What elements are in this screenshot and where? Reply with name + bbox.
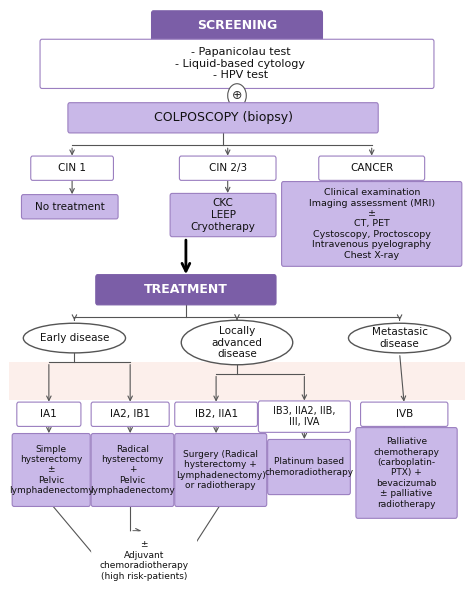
Text: IB3, IIA2, IIB,
III, IVA: IB3, IIA2, IIB, III, IVA [273, 406, 336, 428]
Text: ⊕: ⊕ [232, 89, 242, 102]
Text: Early disease: Early disease [40, 333, 109, 343]
FancyBboxPatch shape [31, 156, 113, 180]
Text: Locally
advanced
disease: Locally advanced disease [211, 326, 263, 359]
Text: ±
Adjuvant
chemoradiotherapy
(high risk-patients): ± Adjuvant chemoradiotherapy (high risk-… [100, 540, 189, 581]
Text: No treatment: No treatment [35, 201, 105, 212]
Text: Platinum based
chemoradiotherapy: Platinum based chemoradiotherapy [264, 457, 354, 477]
FancyBboxPatch shape [21, 195, 118, 219]
FancyBboxPatch shape [91, 402, 169, 427]
FancyBboxPatch shape [91, 531, 197, 589]
FancyBboxPatch shape [9, 362, 465, 401]
FancyBboxPatch shape [175, 402, 257, 427]
Text: CIN 2/3: CIN 2/3 [209, 163, 247, 173]
FancyBboxPatch shape [96, 275, 276, 305]
Ellipse shape [348, 323, 451, 353]
FancyBboxPatch shape [361, 402, 448, 427]
FancyBboxPatch shape [152, 11, 322, 41]
Circle shape [228, 83, 246, 108]
FancyBboxPatch shape [268, 439, 350, 495]
Text: Radical
hysterectomy
+
Pelvic
lymphadenectomy: Radical hysterectomy + Pelvic lymphadene… [90, 445, 175, 495]
FancyBboxPatch shape [356, 428, 457, 518]
FancyBboxPatch shape [68, 103, 378, 133]
Ellipse shape [181, 320, 293, 365]
Text: CANCER: CANCER [350, 163, 393, 173]
Text: CIN 1: CIN 1 [58, 163, 86, 173]
Text: Clinical examination
Imaging assessment (MRI)
±
CT, PET
Cystoscopy, Proctoscopy
: Clinical examination Imaging assessment … [309, 188, 435, 260]
FancyBboxPatch shape [17, 402, 81, 427]
FancyBboxPatch shape [179, 156, 276, 180]
Text: Simple
hysterectomy
±
Pelvic
lymphadenectomy: Simple hysterectomy ± Pelvic lymphadenec… [9, 445, 93, 495]
Text: SCREENING: SCREENING [197, 19, 277, 33]
FancyBboxPatch shape [40, 39, 434, 88]
FancyBboxPatch shape [12, 434, 90, 506]
Text: Surgery (Radical
hysterectomy +
Lymphadenectomy)
or radiotherapy: Surgery (Radical hysterectomy + Lymphade… [176, 450, 265, 490]
FancyBboxPatch shape [91, 434, 174, 506]
Text: - Papanicolau test
  - Liquid-based cytology
  - HPV test: - Papanicolau test - Liquid-based cytolo… [168, 47, 306, 80]
FancyBboxPatch shape [319, 156, 425, 180]
Text: IVB: IVB [396, 409, 413, 419]
Text: Metastasic
disease: Metastasic disease [372, 327, 428, 349]
Text: Palliative
chemotherapy
(carboplatin-
PTX) +
bevacizumab
± palliative
radiothera: Palliative chemotherapy (carboplatin- PT… [374, 437, 439, 509]
Text: IA2, IB1: IA2, IB1 [110, 409, 150, 419]
FancyBboxPatch shape [258, 401, 350, 433]
Text: IB2, IIA1: IB2, IIA1 [194, 409, 237, 419]
FancyBboxPatch shape [170, 194, 276, 237]
Ellipse shape [23, 323, 126, 353]
FancyBboxPatch shape [175, 434, 267, 506]
Text: COLPOSCOPY (biopsy): COLPOSCOPY (biopsy) [154, 111, 292, 124]
Text: CKC
LEEP
Cryotherapy: CKC LEEP Cryotherapy [191, 198, 255, 232]
FancyBboxPatch shape [282, 182, 462, 266]
Text: IA1: IA1 [40, 409, 57, 419]
Text: TREATMENT: TREATMENT [144, 283, 228, 296]
